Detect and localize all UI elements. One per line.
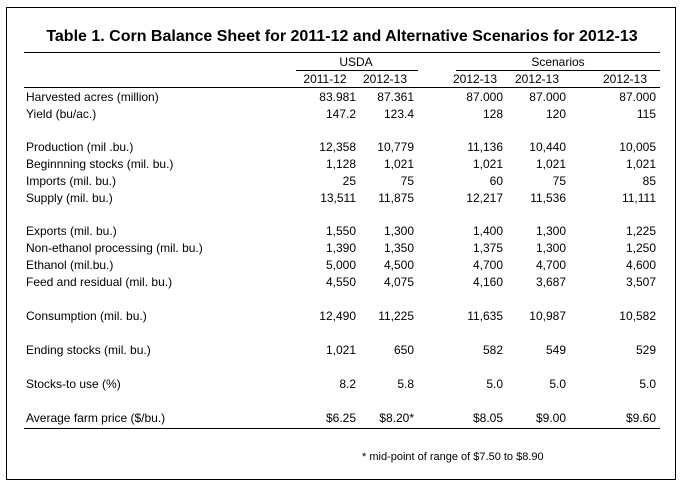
table-cell: 83.981 <box>319 90 356 104</box>
table-cell: 4,700 <box>535 258 566 272</box>
row-label: Ending stocks (mil. bu.) <box>26 343 151 357</box>
table-cell: $8.20* <box>379 411 414 425</box>
table-cell: 87.361 <box>377 90 414 104</box>
table-cell: 1,400 <box>472 224 503 238</box>
table-cell: 85 <box>642 174 656 188</box>
table-cell: 11,635 <box>467 309 503 323</box>
rule-scenarios-group <box>456 70 660 71</box>
column-header: 2012-13 <box>452 72 498 86</box>
group-header-scenarios: Scenarios <box>531 55 585 69</box>
table-cell: 5.8 <box>397 377 414 391</box>
table-cell: 3,507 <box>625 275 656 289</box>
table-cell: 5.0 <box>639 377 656 391</box>
table-cell: 1,021 <box>535 157 566 171</box>
row-label: Harvested acres (million) <box>26 90 159 104</box>
table-frame <box>6 7 676 480</box>
table-cell: 1,021 <box>625 157 656 171</box>
table-cell: 11,136 <box>467 140 503 154</box>
table-cell: 4,160 <box>472 275 503 289</box>
table-cell: 10,582 <box>619 309 656 323</box>
row-label: Consumption (mil. bu.) <box>26 309 147 323</box>
table-cell: 60 <box>489 174 503 188</box>
table-cell: 4,075 <box>383 275 414 289</box>
row-label: Supply (mil. bu.) <box>26 191 113 205</box>
table-cell: 11,111 <box>621 191 656 205</box>
group-header-usda: USDA <box>339 55 373 69</box>
table-cell: 87.000 <box>619 90 656 104</box>
table-cell: 10,005 <box>619 140 656 154</box>
table-cell: 11,225 <box>378 309 414 323</box>
table-cell: 1,225 <box>625 224 656 238</box>
table-cell: 4,500 <box>383 258 414 272</box>
column-header: 2012-13 <box>514 72 560 86</box>
table-cell: 12,217 <box>466 191 503 205</box>
table-cell: 5.0 <box>549 377 566 391</box>
rule-bottom <box>24 428 660 429</box>
row-label: Imports (mil. bu.) <box>26 174 117 188</box>
table-cell: 549 <box>545 343 566 357</box>
table-cell: 13,511 <box>320 191 356 205</box>
table-cell: $6.25 <box>325 411 356 425</box>
table-cell: 10,779 <box>377 140 414 154</box>
table-cell: 1,390 <box>325 241 356 255</box>
table-cell: 3,687 <box>535 275 566 289</box>
row-label: Beginnning stocks (mil. bu.) <box>26 157 174 171</box>
table-cell: 10,987 <box>529 309 566 323</box>
table-cell: 12,358 <box>319 140 356 154</box>
table-title: Table 1. Corn Balance Sheet for 2011-12 … <box>46 28 638 45</box>
table-cell: 10,440 <box>529 140 566 154</box>
table-cell: 75 <box>400 174 414 188</box>
table-cell: 25 <box>342 174 356 188</box>
table-cell: 1,021 <box>472 157 503 171</box>
table-cell: 11,875 <box>378 191 414 205</box>
table-cell: 5,000 <box>325 258 356 272</box>
table-cell: 75 <box>552 174 566 188</box>
rule-top <box>24 52 660 53</box>
footnote: * mid-point of range of $7.50 to $8.90 <box>362 451 544 463</box>
table-cell: 87.000 <box>466 90 503 104</box>
table-cell: 1,300 <box>535 241 566 255</box>
table-cell: 529 <box>635 343 656 357</box>
table-cell: 8.2 <box>339 377 356 391</box>
table-cell: 1,021 <box>383 157 414 171</box>
row-label: Non-ethanol processing (mil. bu.) <box>26 241 203 255</box>
table-cell: 1,300 <box>535 224 566 238</box>
table-cell: 1,250 <box>625 241 656 255</box>
rule-header-bottom <box>24 87 660 88</box>
table-cell: 120 <box>545 107 566 121</box>
row-label: Stocks-to use (%) <box>26 377 121 391</box>
row-label: Ethanol (mil.bu.) <box>26 258 114 272</box>
table-cell: 582 <box>482 343 503 357</box>
table-cell: 1,350 <box>383 241 414 255</box>
row-label: Exports (mil. bu.) <box>26 224 117 238</box>
table-cell: $8.05 <box>472 411 503 425</box>
table-cell: 128 <box>482 107 503 121</box>
rule-usda-group <box>296 70 418 71</box>
table-cell: $9.60 <box>625 411 656 425</box>
column-header: 2011-12 <box>303 72 347 86</box>
column-header: 2012-13 <box>602 72 648 86</box>
table-cell: 1,550 <box>325 224 356 238</box>
table-cell: 5.0 <box>486 377 503 391</box>
table-cell: 1,375 <box>472 241 503 255</box>
table-cell: 87.000 <box>529 90 566 104</box>
table-cell: 12,490 <box>319 309 356 323</box>
table-cell: 1,021 <box>325 343 356 357</box>
row-label: Feed and residual (mil. bu.) <box>26 275 173 289</box>
table-cell: 4,550 <box>325 275 356 289</box>
table-cell: 4,600 <box>625 258 656 272</box>
table-cell: $9.00 <box>535 411 566 425</box>
row-label: Yield (bu/ac.) <box>26 107 97 121</box>
row-label: Average farm price ($/bu.) <box>26 411 166 425</box>
table-cell: 123.4 <box>383 107 414 121</box>
column-header: 2012-13 <box>362 72 408 86</box>
table-cell: 147.2 <box>325 107 356 121</box>
row-label: Production (mil .bu.) <box>26 140 134 154</box>
table-cell: 1,300 <box>383 224 414 238</box>
table-cell: 11,536 <box>530 191 566 205</box>
table-cell: 650 <box>393 343 414 357</box>
table-cell: 4,700 <box>472 258 503 272</box>
table-cell: 1,128 <box>325 157 356 171</box>
table-cell: 115 <box>636 107 656 121</box>
